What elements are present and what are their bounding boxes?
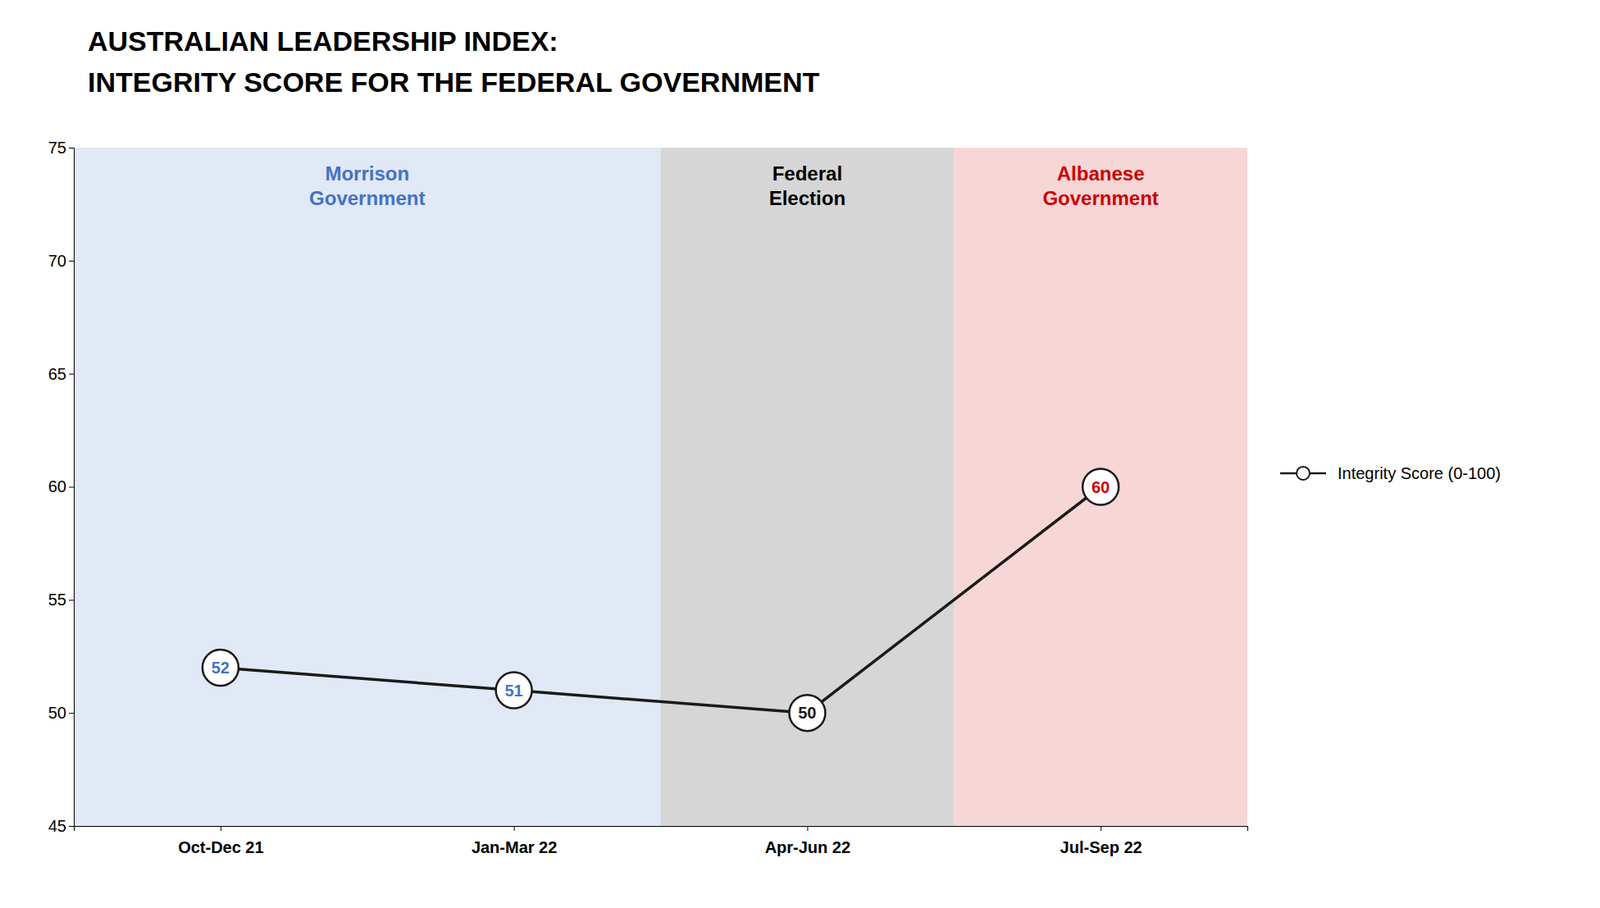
y-tick-mark	[68, 599, 74, 601]
y-tick-mark	[68, 487, 74, 488]
y-tick-mark	[68, 260, 74, 262]
x-tick-label: Apr-Jun 22	[765, 838, 851, 857]
point-marker	[202, 649, 239, 686]
x-tick-label: Jul-Sep 22	[1060, 838, 1143, 857]
chart: AUSTRALIAN LEADERSHIP INDEX: INTEGRITY SC…	[0, 0, 1600, 908]
region-band	[73, 147, 661, 826]
y-tick-mark	[68, 712, 74, 714]
x-tick: Jul-Sep 22	[1060, 825, 1143, 857]
y-tick: 55	[48, 590, 74, 609]
region-label: Federal	[772, 162, 843, 185]
data-label: 50	[797, 703, 816, 722]
title: AUSTRALIAN LEADERSHIP INDEX:	[87, 25, 559, 57]
y-tick-label: 50	[48, 703, 67, 722]
x-tick: Jan-Mar 22	[471, 825, 558, 857]
y-tick-label: 70	[48, 251, 67, 270]
x-axis-line	[74, 826, 1249, 832]
legend: Integrity Score (0-100)	[1280, 464, 1501, 483]
data-label: 52	[211, 658, 230, 677]
regions	[73, 147, 1248, 826]
x-tick-mark	[806, 825, 808, 831]
y-tick: 65	[48, 364, 74, 383]
y-axis-line	[68, 148, 75, 827]
y-axis: 45 50 55 60 65 70 75	[48, 138, 75, 835]
y-tick-mark	[68, 825, 74, 827]
y-tick: 70	[48, 251, 74, 270]
point-marker	[1082, 469, 1119, 506]
point-marker	[496, 672, 533, 709]
y-tick: 50	[48, 703, 74, 722]
subtitle: INTEGRITY SCORE FOR THE FEDERAL GOVERNME…	[87, 66, 820, 98]
y-tick: 75	[48, 138, 74, 157]
region-band	[660, 147, 955, 826]
region-band	[953, 147, 1248, 826]
y-tick: 60	[48, 477, 74, 496]
y-tick-label: 55	[48, 590, 67, 609]
y-tick-mark	[68, 373, 74, 375]
region-label: Government	[1042, 186, 1158, 210]
y-tick-label: 60	[48, 477, 67, 496]
data-labels: 52 51 50 60	[211, 478, 1111, 723]
series-line	[220, 487, 1101, 714]
data-label: 51	[505, 681, 524, 700]
y-tick-label: 75	[48, 138, 67, 157]
region-labels: MorrisonGovernmentFederalElectionAlbanes…	[309, 162, 1159, 210]
legend-marker	[1296, 466, 1310, 480]
plot-marks	[202, 469, 1119, 732]
y-tick-mark	[68, 147, 74, 149]
region-label: Government	[309, 186, 425, 210]
x-tick-mark	[220, 825, 222, 831]
x-tick-mark	[1100, 825, 1102, 831]
x-tick: Apr-Jun 22	[765, 825, 851, 857]
data-label: 60	[1091, 478, 1110, 497]
legend-item: Integrity Score (0-100)	[1280, 464, 1501, 483]
x-tick-label: Jan-Mar 22	[471, 838, 558, 857]
x-tick: Oct-Dec 21	[177, 825, 265, 857]
region-label: Morrison	[324, 162, 410, 185]
point-marker	[788, 694, 826, 731]
y-tick: 45	[48, 816, 74, 835]
y-tick-label: 65	[48, 364, 67, 383]
x-tick-label: Oct-Dec 21	[177, 838, 265, 857]
region-label: Election	[769, 186, 846, 210]
x-tick-mark	[514, 825, 516, 831]
x-axis: Oct-Dec 21 Jan-Mar 22 Apr-Jun 22 Jul-Sep 22	[74, 825, 1249, 857]
region-label: Albanese	[1057, 162, 1145, 185]
legend-label: Integrity Score (0-100)	[1337, 464, 1501, 483]
y-tick-label: 45	[48, 816, 67, 835]
